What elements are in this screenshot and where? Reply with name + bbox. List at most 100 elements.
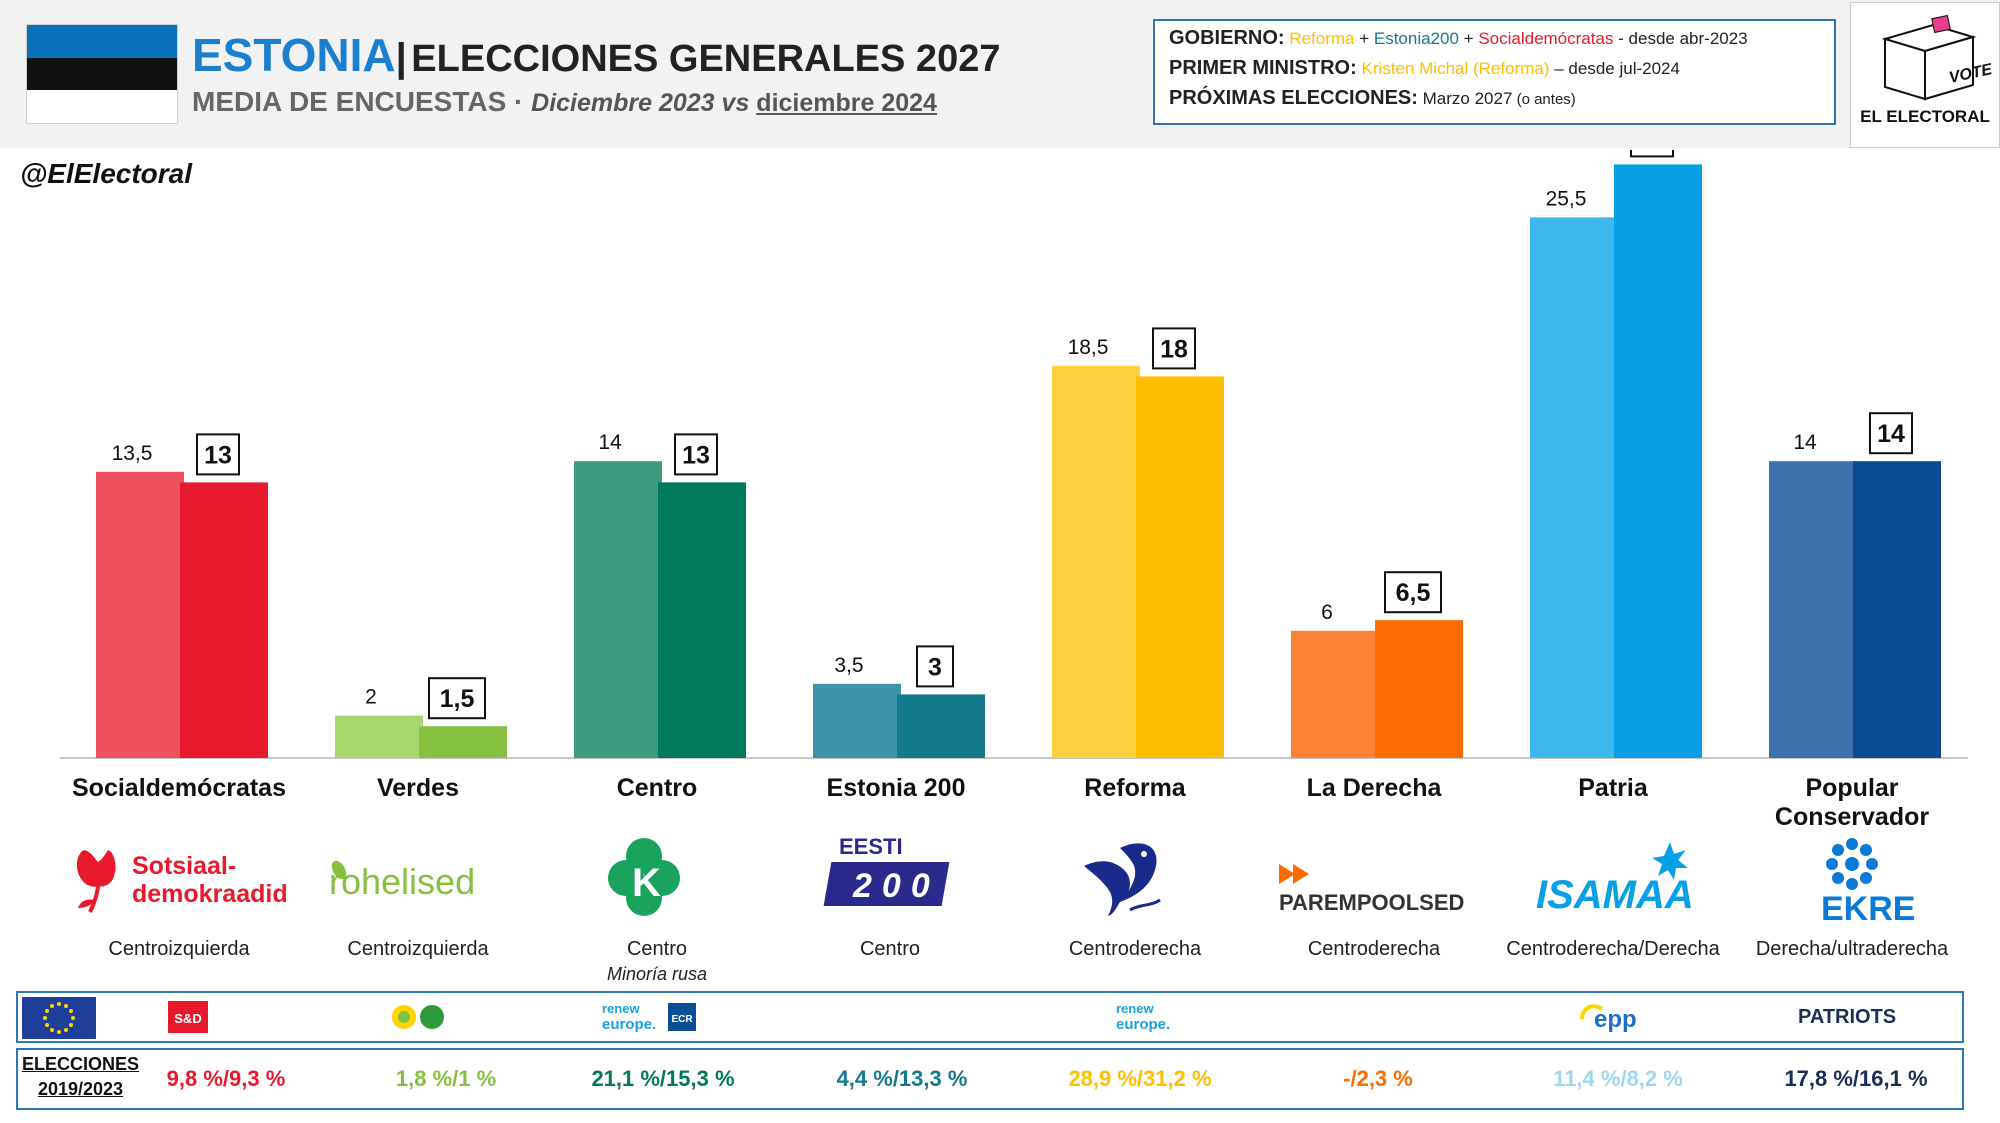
data-label-box-2024-0 (196, 433, 240, 476)
logo-sotsiaaldemokraadid: Sotsiaal- demokraadid (64, 830, 294, 920)
ideology-estonia200: Centro (859, 938, 921, 960)
patriots-text: PATRIOTS (1798, 1006, 1896, 1028)
pm-label: PRIMER MINISTRO: (1169, 57, 1357, 79)
subtitle-period-a: Diciembre 2023 vs (531, 89, 757, 117)
election-result-centro: 21,1 %/15,3 % (591, 1066, 735, 1091)
party-name-centro: Centro (616, 774, 698, 802)
data-label-box-2024-1 (428, 677, 486, 720)
logo-rohelised: rohelised (303, 830, 533, 920)
next-elections-note: (o antes) (1512, 91, 1576, 108)
elections-label-line2: 2019/2023 (37, 1079, 124, 1099)
renew-text-2: europe. (602, 1016, 656, 1033)
ballot-box-icon: VOTE (1881, 14, 1995, 101)
election-result-patria: 11,4 %/8,2 % (1553, 1066, 1683, 1091)
bar-2023-1 (335, 715, 423, 758)
data-label-2023-2: 14 (598, 431, 622, 454)
title-country: ESTONIA (192, 29, 396, 81)
plus-sign: + (1458, 29, 1479, 48)
clover-k-icon: K (608, 838, 680, 916)
eu-flag-icon (22, 997, 96, 1039)
government-label: GOBIERNO: (1169, 27, 1285, 49)
rohelised-leaf-icon: rohelised (329, 860, 475, 902)
renew-text-4: europe. (1116, 1016, 1170, 1033)
logo-parempoolsed-text: PAREMPOOLSED (1279, 890, 1464, 915)
logo-name: EL ELECTORAL (1860, 107, 1990, 126)
patriots-icon: PATRIOTS (1798, 1006, 1896, 1028)
ecr-text: ECR (671, 1014, 693, 1025)
data-label-2024-1: 1,5 (440, 685, 475, 713)
party-name-verdes: Verdes (376, 774, 459, 802)
renew-ecr-icon: renew europe. ECR (602, 1001, 696, 1033)
logo-ekre: EKRE (1737, 830, 1967, 928)
note-centro-minority: Minoría rusa (606, 964, 708, 984)
logo-rohelised-text: rohelised (329, 861, 475, 902)
next-elections-label: PRÓXIMAS ELECCIONES: (1169, 87, 1418, 109)
cornflower-icon: EKRE (1821, 838, 1915, 928)
logo-eesti200: EESTI 200 (781, 830, 1011, 920)
ideology-patria: Centroderecha/Derecha (1506, 938, 1720, 960)
election-result-estonia200: 4,4 %/13,3 % (836, 1066, 968, 1091)
renew-text-1: renew (602, 1001, 640, 1016)
logo-parempoolsed: PAREMPOOLSED (1259, 830, 1489, 920)
data-label-2023-6: 25,5 (1546, 187, 1587, 210)
data-label-box-2024-4 (1152, 327, 1196, 370)
logo-keskerakond: K (542, 830, 772, 920)
party-name-derecha: La Derecha (1306, 774, 1442, 802)
data-label-2024-4: 18 (1160, 335, 1188, 363)
government-party-reforma: Reforma (1289, 29, 1355, 48)
party-name-ekre: Popular Conservador (1742, 774, 1962, 832)
subtitle-dot: · (506, 86, 532, 117)
sd-group-text: S&D (174, 1011, 201, 1026)
pm-name: Kristen Michal (Reforma) (1361, 59, 1550, 78)
data-label-2023-4: 18,5 (1068, 336, 1109, 359)
bar-2023-5 (1291, 630, 1379, 758)
next-elections-value: Marzo 2027 (1417, 89, 1513, 108)
data-label-box-2024-2 (674, 433, 718, 476)
parempoolsed-arrows-icon: PAREMPOOLSED (1279, 864, 1464, 915)
renew-europe-icon: renew europe. (1116, 1001, 1170, 1033)
party-name-patria: Patria (1578, 774, 1648, 802)
bar-2024-0 (180, 482, 268, 758)
page-subtitle: MEDIA DE ENCUESTAS · Diciembre 2023 vs d… (192, 86, 937, 118)
bar-2023-6 (1530, 217, 1618, 758)
data-label-2024-7: 14 (1877, 420, 1905, 448)
data-label-2023-7: 14 (1793, 431, 1817, 454)
ideology-reforma: Centroderecha (1068, 938, 1202, 960)
bar-2023-0 (96, 471, 184, 758)
logo-ekre-text: EKRE (1821, 890, 1915, 920)
elections-label: ELECCIONES 2019/2023 (22, 1052, 139, 1102)
ideology-social: Centroizquierda (108, 938, 250, 960)
data-label-box-2024-6 (1630, 150, 1674, 158)
party-name-ekre-line2: Conservador (1774, 803, 1930, 831)
data-label-2024-6: 28 (1638, 150, 1666, 151)
renew-text-3: renew (1116, 1001, 1154, 1016)
data-label-2024-3: 3 (928, 653, 942, 681)
party-name-ekre-line1: Popular (1805, 774, 1899, 802)
epp-text: epp (1594, 1006, 1637, 1033)
subtitle-main: MEDIA DE ENCUESTAS (192, 86, 507, 117)
government-party-social: Socialdemócratas (1478, 29, 1614, 48)
elections-results-row: ELECCIONES 2019/2023 9,8 %/9,3 % 1,8 %/1… (16, 1048, 1964, 1110)
subtitle-period-b: diciembre 2024 (756, 89, 937, 117)
isamaa-star-icon: ISAMAA (1536, 842, 1694, 917)
ideology-verdes: Centroizquierda (347, 938, 489, 960)
data-label-2023-5: 6 (1321, 601, 1333, 624)
bar-2024-4 (1136, 376, 1224, 758)
party-name-reforma: Reforma (1084, 774, 1186, 802)
plus-sign: + (1354, 29, 1374, 48)
estonia-flag-icon (26, 24, 178, 124)
page-title: ESTONIA| ELECCIONES GENERALES 2027 (192, 28, 1000, 82)
election-result-ekre: 17,8 %/16,1 % (1784, 1066, 1928, 1091)
epp-icon: epp (1580, 1004, 1637, 1033)
party-name-social: Socialdemócratas (72, 774, 286, 802)
data-label-2024-2: 13 (682, 441, 710, 469)
data-label-2024-5: 6,5 (1396, 579, 1431, 607)
prime-minister-row: PRIMER MINISTRO: Kristen Michal (Reforma… (1169, 57, 1834, 87)
ideology-derecha: Centroderecha (1307, 938, 1441, 960)
bar-2024-7 (1853, 461, 1941, 758)
bar-2024-1 (419, 726, 507, 758)
data-label-2023-1: 2 (365, 686, 377, 709)
greens-efa-icon (392, 1005, 444, 1029)
government-row: GOBIERNO: Reforma + Estonia200 + Sociald… (1169, 27, 1834, 57)
logo-social-line1: Sotsiaal- (132, 852, 236, 880)
